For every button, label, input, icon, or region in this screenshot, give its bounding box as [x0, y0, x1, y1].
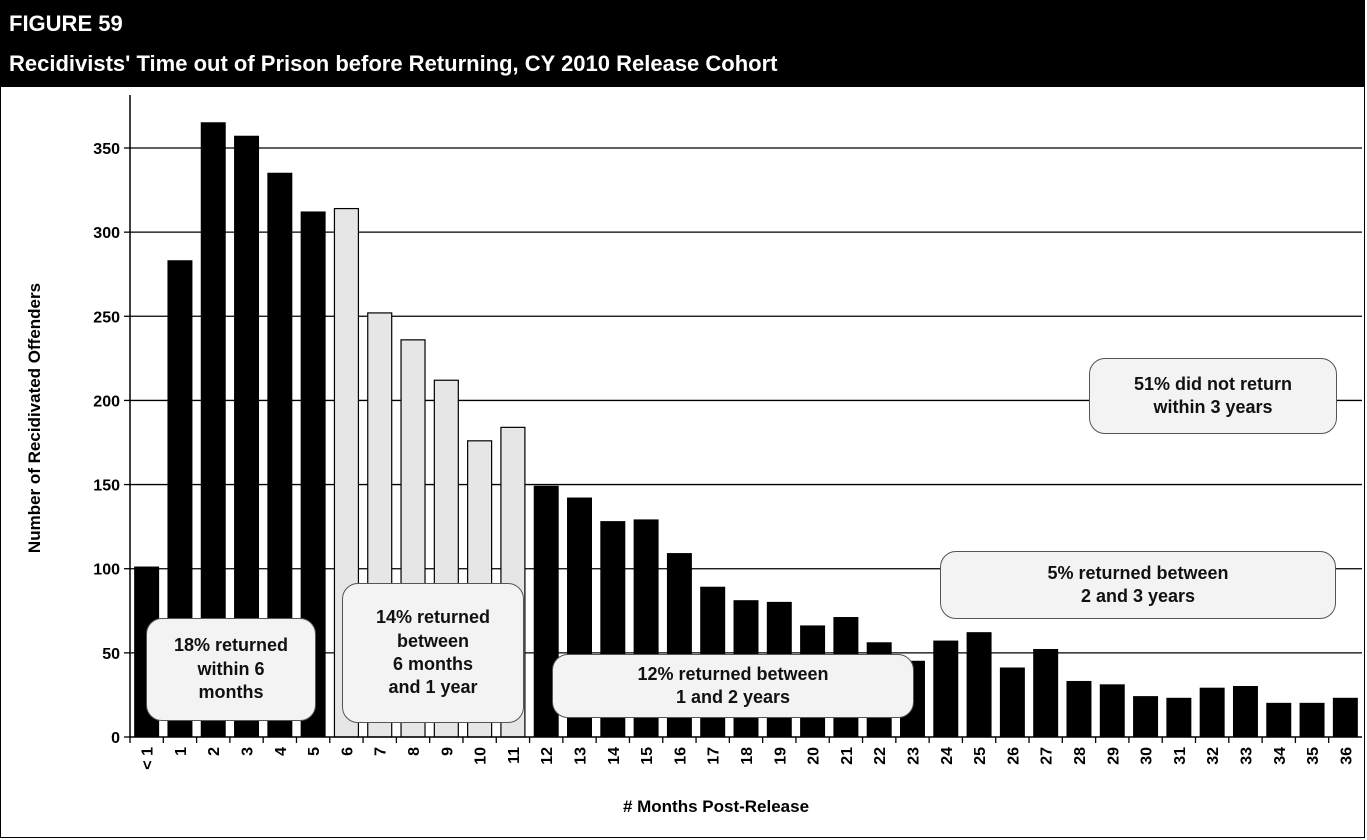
- annotation-5pct: 5% returned between 2 and 3 years: [940, 551, 1336, 619]
- y-tick-label: 200: [93, 393, 120, 410]
- x-tick-label: 2: [206, 747, 223, 756]
- x-tick-label: 25: [972, 747, 989, 765]
- figure-title: Recidivists' Time out of Prison before R…: [9, 51, 778, 76]
- x-tick-label: 1: [173, 747, 190, 756]
- y-tick-label: 350: [93, 141, 120, 158]
- x-tick-label: 10: [473, 747, 490, 765]
- y-tick-label: 100: [93, 562, 120, 579]
- bar-28: [1066, 680, 1092, 738]
- x-tick-label: 9: [439, 747, 456, 756]
- bar-33: [1232, 686, 1258, 738]
- bar-24: [933, 640, 959, 738]
- x-tick-label: 28: [1072, 747, 1089, 765]
- x-tick-label: 16: [672, 747, 689, 765]
- x-tick-label: 34: [1272, 747, 1289, 765]
- x-tick-label: 32: [1205, 747, 1222, 765]
- x-axis-title: # Months Post-Release: [623, 797, 809, 816]
- x-tick-label: 19: [772, 747, 789, 765]
- x-tick-label: 8: [406, 747, 423, 756]
- figure-number: FIGURE 59: [9, 11, 123, 36]
- figure-header: FIGURE 59 Recidivists' Time out of Priso…: [1, 1, 1364, 87]
- bar-34: [1266, 702, 1292, 738]
- x-tick-label: 21: [839, 747, 856, 765]
- x-tick-label: 23: [905, 747, 922, 765]
- annotation-18pct: 18% returned within 6 months: [146, 618, 316, 721]
- y-axis-title: Number of Recidivated Offenders: [25, 283, 44, 553]
- x-tick-label: 13: [573, 747, 590, 765]
- x-tick-label: 3: [240, 747, 257, 756]
- x-tick-label: 35: [1305, 747, 1322, 765]
- bar-32: [1199, 687, 1225, 738]
- x-tick-label: 11: [506, 747, 523, 764]
- y-tick-label: 150: [93, 478, 120, 495]
- x-tick-label: 36: [1338, 747, 1355, 765]
- x-tick-label: 30: [1139, 747, 1156, 765]
- annotation-12pct: 12% returned between 1 and 2 years: [552, 654, 914, 718]
- annotation-14pct: 14% returned between 6 months and 1 year: [342, 583, 524, 723]
- bar-31: [1166, 697, 1192, 738]
- x-tick-label: 14: [606, 747, 623, 765]
- x-tick-label: 6: [339, 747, 356, 756]
- y-tick-label: 300: [93, 225, 120, 242]
- bar-26: [999, 667, 1025, 738]
- x-tick-label: 33: [1238, 747, 1255, 765]
- x-tick-label: 17: [706, 747, 723, 765]
- y-tick-label: 50: [102, 646, 120, 663]
- x-tick-label: 26: [1005, 747, 1022, 765]
- x-tick-label: 12: [539, 747, 556, 765]
- x-tick-label: 31: [1172, 747, 1189, 765]
- bar-35: [1299, 702, 1325, 738]
- x-tick-label: 27: [1039, 747, 1056, 765]
- x-tick-label: < 1: [140, 747, 157, 770]
- bar-25: [966, 632, 992, 738]
- bar-36: [1332, 697, 1358, 738]
- x-tick-label: 18: [739, 747, 756, 765]
- x-tick-label: 29: [1105, 747, 1122, 765]
- bar-29: [1099, 684, 1125, 738]
- annotation-51pct: 51% did not return within 3 years: [1089, 358, 1337, 434]
- x-tick-label: 15: [639, 747, 656, 765]
- x-tick-label: 24: [939, 747, 956, 765]
- bar-30: [1133, 696, 1159, 738]
- x-tick-label: 20: [806, 747, 823, 765]
- x-tick-label: 5: [306, 747, 323, 756]
- y-tick-label: 250: [93, 309, 120, 326]
- x-tick-label: 7: [373, 747, 390, 756]
- y-tick-label: 0: [111, 730, 120, 747]
- bar-27: [1033, 648, 1059, 738]
- x-tick-label: 4: [273, 747, 290, 756]
- x-tick-label: 22: [872, 747, 889, 765]
